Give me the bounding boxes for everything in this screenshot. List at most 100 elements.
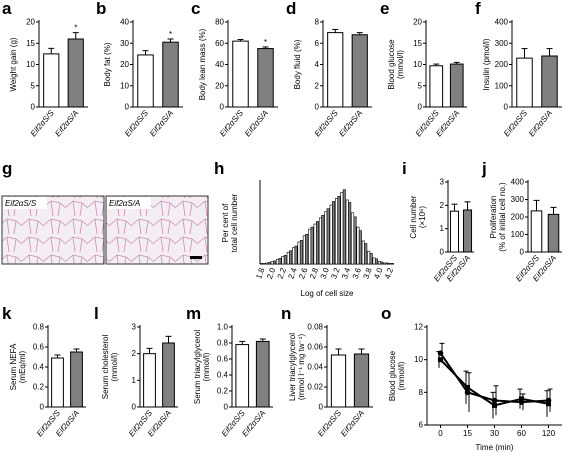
bar bbox=[267, 262, 271, 265]
bar bbox=[356, 226, 360, 265]
bar bbox=[351, 34, 368, 108]
y-tick-label: 0 bbox=[40, 403, 45, 412]
bar bbox=[449, 210, 460, 253]
panel-letter: n bbox=[281, 304, 291, 323]
bar bbox=[51, 357, 64, 408]
bar bbox=[361, 240, 365, 265]
x-tick-label: 3.8 bbox=[361, 266, 373, 280]
significance: * bbox=[74, 24, 77, 33]
image-label: Eif2αS/S bbox=[5, 199, 37, 208]
bar bbox=[283, 254, 287, 265]
bar bbox=[530, 210, 543, 253]
x-tick-label: Eif2αS/A bbox=[339, 409, 366, 439]
y-tick-label: 0.08 bbox=[307, 323, 323, 332]
y-tick-label: 0 bbox=[31, 103, 36, 112]
y-tick-label: 400 bbox=[511, 178, 525, 187]
y-axis-label: (mmol/l) bbox=[396, 50, 405, 79]
panel-letter: e bbox=[380, 0, 389, 18]
panel-letter: m bbox=[186, 304, 201, 323]
y-axis-label: Blood glucose bbox=[388, 350, 397, 401]
bar bbox=[335, 198, 339, 265]
bar bbox=[330, 354, 347, 408]
x-tick-label: 3.2 bbox=[329, 266, 341, 280]
y-tick-label: 2 bbox=[440, 201, 445, 210]
panel-letter: k bbox=[2, 304, 12, 323]
y-tick-label: 0 bbox=[132, 403, 137, 412]
y-tick-label: 20 bbox=[26, 18, 35, 27]
bar bbox=[273, 260, 277, 265]
bar bbox=[353, 353, 370, 408]
bar bbox=[289, 250, 293, 265]
x-tick-label: 4.2 bbox=[383, 266, 395, 280]
bar bbox=[380, 261, 384, 265]
bar bbox=[462, 209, 473, 253]
y-axis-label: Liver triacylglycerol bbox=[288, 333, 297, 401]
y-tick-label: 0.02 bbox=[307, 383, 323, 392]
marker bbox=[545, 397, 552, 404]
panel-letter: d bbox=[286, 0, 296, 18]
panel-letter: o bbox=[381, 304, 391, 323]
bar bbox=[547, 213, 560, 253]
bar bbox=[348, 202, 352, 265]
panel-letter: a bbox=[2, 0, 12, 18]
y-tick-label: 20 bbox=[215, 81, 224, 90]
label-bg bbox=[3, 197, 47, 209]
significance: * bbox=[169, 30, 172, 39]
label-bg bbox=[107, 197, 151, 209]
y-tick-label: 30 bbox=[120, 39, 129, 48]
y-tick-label: 100 bbox=[495, 81, 509, 90]
x-tick-label: Eif2αS/A bbox=[527, 109, 554, 139]
x-tick-label: Eif2αS/S bbox=[313, 108, 340, 138]
x-tick-label: 1.8 bbox=[254, 266, 266, 280]
y-axis-label: Body fluid (%) bbox=[293, 39, 302, 89]
y-tick-label: 10 bbox=[414, 355, 423, 364]
x-tick-label: 4.0 bbox=[372, 266, 384, 280]
y-tick-label: 15 bbox=[26, 39, 35, 48]
panel-letter: j bbox=[481, 159, 487, 178]
bar bbox=[137, 54, 154, 108]
panel-letter: h bbox=[214, 159, 224, 178]
y-tick-label: 200 bbox=[495, 60, 509, 69]
y-tick-label: 6 bbox=[315, 39, 320, 48]
x-tick-label: 0 bbox=[438, 429, 443, 438]
y-tick-label: 1 bbox=[440, 224, 445, 233]
bar bbox=[294, 245, 298, 265]
y-tick-label: 0 bbox=[418, 103, 423, 112]
scale-bar bbox=[190, 256, 202, 259]
panel-letter: l bbox=[94, 304, 99, 323]
y-tick-label: 0 bbox=[319, 403, 324, 412]
bar bbox=[367, 250, 371, 265]
x-tick-label: 120 bbox=[542, 429, 556, 438]
x-axis-label: Log of cell size bbox=[301, 289, 354, 298]
y-tick-label: 5 bbox=[31, 81, 36, 90]
y-tick-label: 200 bbox=[511, 213, 525, 222]
y-tick-label: 8 bbox=[315, 18, 320, 27]
bar bbox=[516, 57, 533, 108]
marker bbox=[546, 401, 551, 407]
bar bbox=[315, 221, 319, 265]
bar bbox=[385, 262, 389, 265]
y-tick-label: 300 bbox=[511, 195, 525, 204]
y-axis-label: (mmol/l) bbox=[397, 361, 406, 390]
x-tick-label: 2.8 bbox=[308, 266, 320, 280]
x-tick-label: Eif2αS/A bbox=[337, 109, 364, 139]
bar bbox=[318, 217, 322, 265]
y-tick-label: 0.6 bbox=[217, 355, 229, 364]
y-tick-label: 20 bbox=[413, 18, 422, 27]
y-axis-label: Serum triacylglycerol bbox=[193, 330, 202, 404]
panel-letter: i bbox=[402, 159, 407, 178]
y-tick-label: 1 bbox=[132, 376, 137, 385]
y-tick-label: 2 bbox=[132, 349, 137, 358]
y-tick-label: 4 bbox=[315, 60, 320, 69]
bar bbox=[541, 55, 558, 108]
y-tick-label: 2 bbox=[315, 81, 320, 90]
bar bbox=[299, 240, 303, 265]
bar bbox=[383, 262, 387, 265]
bar bbox=[391, 263, 395, 265]
bar bbox=[353, 216, 357, 265]
y-axis-label: Per cent of bbox=[221, 203, 230, 242]
y-tick-label: 10 bbox=[26, 60, 35, 69]
x-tick-label: Eif2αS/S bbox=[502, 108, 529, 138]
y-tick-label: 0 bbox=[224, 403, 229, 412]
y-tick-label: 15 bbox=[413, 39, 422, 48]
